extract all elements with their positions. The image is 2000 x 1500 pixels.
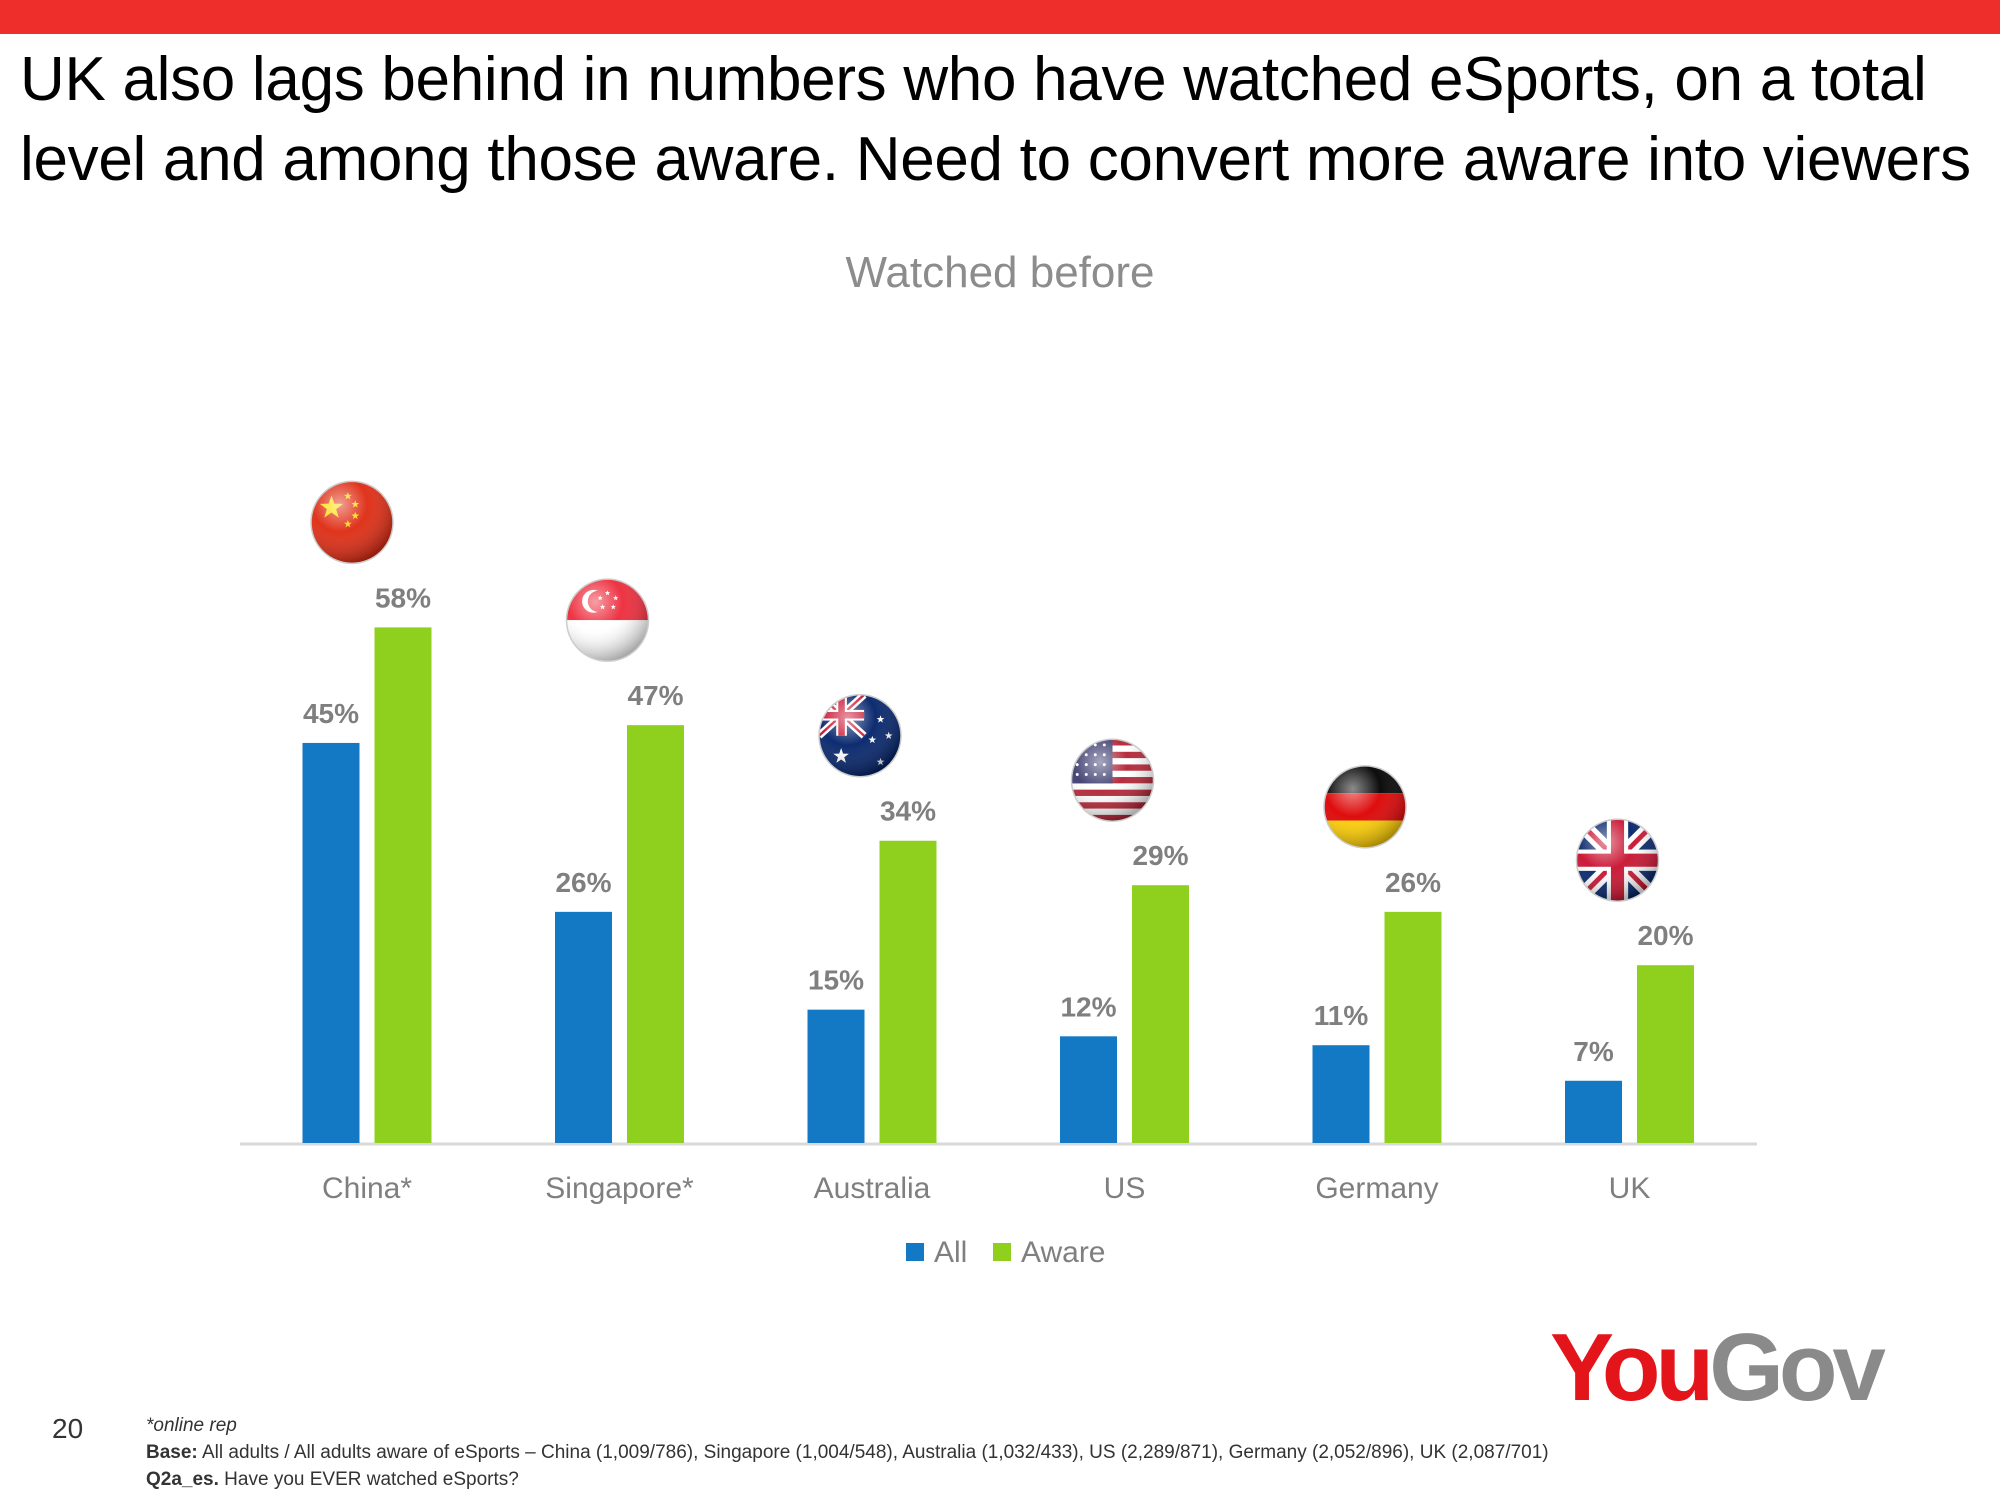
category-label: China* bbox=[322, 1172, 412, 1205]
chart-title: Watched before bbox=[846, 248, 1155, 297]
legend-item-aware: Aware bbox=[993, 1236, 1106, 1269]
legend-swatch bbox=[906, 1243, 924, 1261]
bar-aware bbox=[374, 627, 432, 1143]
data-label: 7% bbox=[1573, 1036, 1614, 1067]
base-note: Base: All adults / All adults aware of e… bbox=[146, 1442, 1549, 1463]
top-accent-bar bbox=[0, 0, 2000, 34]
data-label: 58% bbox=[375, 582, 431, 613]
data-label: 26% bbox=[1385, 867, 1441, 898]
bar-all bbox=[555, 911, 612, 1143]
category-group: 11% 26% Germany bbox=[1312, 867, 1442, 1205]
slide-headline: UK also lags behind in numbers who have … bbox=[20, 45, 1971, 194]
data-label: 26% bbox=[555, 867, 611, 898]
data-label: 12% bbox=[1060, 991, 1116, 1022]
data-label: 11% bbox=[1314, 1000, 1369, 1031]
data-label: 15% bbox=[808, 965, 864, 996]
bar-aware bbox=[1637, 965, 1694, 1143]
singapore-flag-icon bbox=[565, 578, 650, 662]
category-label: UK bbox=[1609, 1172, 1651, 1205]
bar-aware bbox=[627, 725, 684, 1143]
china-flag-icon bbox=[310, 480, 394, 565]
legend-label: All bbox=[934, 1236, 967, 1269]
data-label: 47% bbox=[627, 680, 683, 711]
category-group: 15% 34% Australia bbox=[807, 796, 937, 1205]
category-label: Australia bbox=[814, 1172, 931, 1205]
bar-aware bbox=[1132, 885, 1189, 1143]
category-group: 7% 20% UK bbox=[1565, 920, 1694, 1205]
data-label: 20% bbox=[1637, 920, 1693, 951]
bar-all bbox=[302, 742, 360, 1143]
legend-swatch bbox=[993, 1243, 1011, 1261]
category-group: 12% 29% US bbox=[1060, 840, 1189, 1205]
online-rep-note: *online rep bbox=[146, 1415, 237, 1436]
bar-aware bbox=[879, 840, 937, 1143]
footnotes: *online rep Base: All adults / All adult… bbox=[146, 1412, 1549, 1493]
yougov-logo: YouGov bbox=[1550, 1314, 1886, 1421]
bar-all bbox=[1565, 1080, 1622, 1143]
category-label: Germany bbox=[1315, 1172, 1438, 1205]
data-label: 29% bbox=[1132, 840, 1188, 871]
us-flag-icon bbox=[1070, 738, 1155, 822]
australia-flag-icon bbox=[818, 693, 902, 778]
category-label: Singapore* bbox=[545, 1172, 694, 1205]
uk-flag-icon bbox=[1575, 818, 1660, 902]
question-note: Q2a_es. Have you EVER watched eSports? bbox=[146, 1469, 519, 1490]
germany-flag-icon bbox=[1323, 765, 1407, 849]
bar-chart: Watched before 45% 58% China* 26% 47% Singapor… bbox=[240, 248, 1757, 1269]
bar-all bbox=[1060, 1036, 1117, 1143]
legend-item-all: All bbox=[906, 1236, 967, 1269]
category-group: 26% 47% Singapore* bbox=[545, 680, 694, 1205]
category-label: US bbox=[1104, 1172, 1146, 1205]
data-label: 45% bbox=[303, 698, 359, 729]
legend-label: Aware bbox=[1021, 1236, 1106, 1269]
bar-aware bbox=[1384, 911, 1442, 1143]
page-number: 20 bbox=[52, 1413, 84, 1444]
category-group: 45% 58% China* bbox=[302, 582, 432, 1205]
data-label: 34% bbox=[880, 796, 936, 827]
bar-all bbox=[1312, 1045, 1370, 1143]
bar-all bbox=[807, 1009, 865, 1143]
